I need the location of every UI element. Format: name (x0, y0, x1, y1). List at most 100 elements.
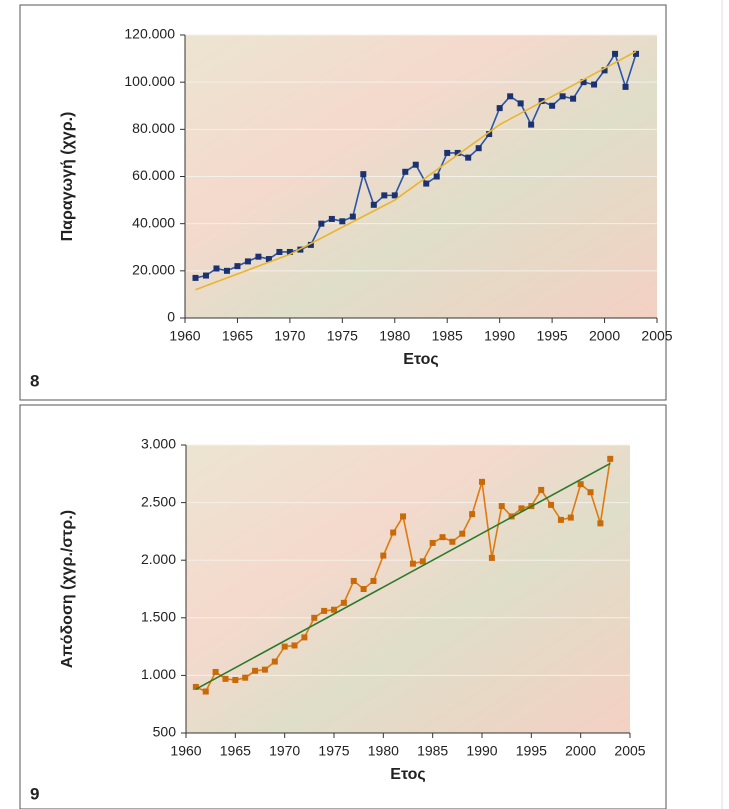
point (597, 520, 603, 526)
y-tick-label: 3.000 (141, 436, 176, 452)
point (444, 150, 450, 156)
y-tick-label: 1.000 (141, 666, 176, 682)
y-tick-label: 2.500 (141, 493, 176, 509)
x-tick-label: 1965 (222, 328, 253, 344)
point (420, 558, 426, 564)
point (400, 513, 406, 519)
point (413, 162, 419, 168)
x-tick-label: 1975 (318, 743, 349, 759)
x-tick-label: 1990 (484, 328, 515, 344)
point (465, 155, 471, 161)
y-tick-label: 0 (167, 309, 175, 325)
figure-number: 8 (30, 371, 39, 390)
y-tick-label: 60.000 (132, 167, 175, 183)
figure-number: 9 (30, 784, 39, 803)
point (623, 84, 629, 90)
point (192, 275, 198, 281)
point (434, 174, 440, 180)
point (528, 122, 534, 128)
x-tick-label: 2005 (641, 328, 672, 344)
x-tick-label: 1960 (170, 743, 201, 759)
y-axis-title: Απόδοση (χγρ./στρ.) (59, 510, 76, 668)
point (607, 456, 613, 462)
x-tick-label: 1995 (537, 328, 568, 344)
point (612, 51, 618, 57)
point (440, 534, 446, 540)
point (245, 258, 251, 264)
point (318, 221, 324, 227)
point (570, 96, 576, 102)
point (479, 479, 485, 485)
point (331, 607, 337, 613)
point (234, 263, 240, 269)
point (402, 169, 408, 175)
x-axis-title: Ετος (390, 766, 425, 783)
point (282, 644, 288, 650)
y-tick-label: 1.500 (141, 609, 176, 625)
x-tick-label: 1980 (379, 328, 410, 344)
x-axis-title: Ετος (403, 351, 438, 368)
point (380, 553, 386, 559)
point (361, 586, 367, 592)
page: {"chart_data": [ {"type": "line", "figur… (0, 0, 729, 809)
page-svg: 0 20.000 40.000 60.000 80.000 100.000 120.000 1… (0, 0, 729, 809)
point (591, 82, 597, 88)
point (242, 675, 248, 681)
point (292, 642, 298, 648)
x-tick-label: 1970 (274, 328, 305, 344)
point (350, 214, 356, 220)
point (499, 503, 505, 509)
point (423, 181, 429, 187)
point (469, 511, 475, 517)
point (301, 634, 307, 640)
y-tick-label: 80.000 (132, 120, 175, 136)
point (203, 273, 209, 279)
point (371, 202, 377, 208)
x-tick-label: 1995 (516, 743, 547, 759)
point (549, 103, 555, 109)
point (560, 93, 566, 99)
point (329, 216, 335, 222)
point (224, 268, 230, 274)
point (272, 659, 278, 665)
point (213, 265, 219, 271)
y-tick-label: 20.000 (132, 262, 175, 278)
point (578, 481, 584, 487)
point (213, 669, 219, 675)
point (497, 105, 503, 111)
point (588, 489, 594, 495)
x-tick-label: 2000 (565, 743, 596, 759)
point (370, 578, 376, 584)
y-axis-title: Παραγωγή (χγρ.) (59, 112, 76, 242)
x-tick-label: 1990 (466, 743, 497, 759)
point (568, 515, 574, 521)
point (518, 100, 524, 106)
point (489, 555, 495, 561)
x-tick-label: 1985 (432, 328, 463, 344)
point (548, 502, 554, 508)
point (311, 615, 317, 621)
x-tick-label: 1965 (220, 743, 251, 759)
point (390, 530, 396, 536)
x-tick-label: 2005 (614, 743, 645, 759)
point (381, 192, 387, 198)
x-tick-label: 1960 (169, 328, 200, 344)
point (476, 145, 482, 151)
point (262, 667, 268, 673)
y-tick-label: 40.000 (132, 214, 175, 230)
point (459, 531, 465, 537)
point (538, 487, 544, 493)
x-tick-label: 1970 (269, 743, 300, 759)
y-tick-label: 100.000 (124, 73, 175, 89)
point (430, 540, 436, 546)
point (203, 689, 209, 695)
point (360, 171, 366, 177)
point (276, 249, 282, 255)
y-tick-label: 500 (153, 724, 177, 740)
y-tick-label: 120.000 (124, 26, 175, 42)
y-tick-label: 2.000 (141, 551, 176, 567)
point (321, 608, 327, 614)
x-tick-label: 1975 (327, 328, 358, 344)
point (222, 676, 228, 682)
point (339, 218, 345, 224)
